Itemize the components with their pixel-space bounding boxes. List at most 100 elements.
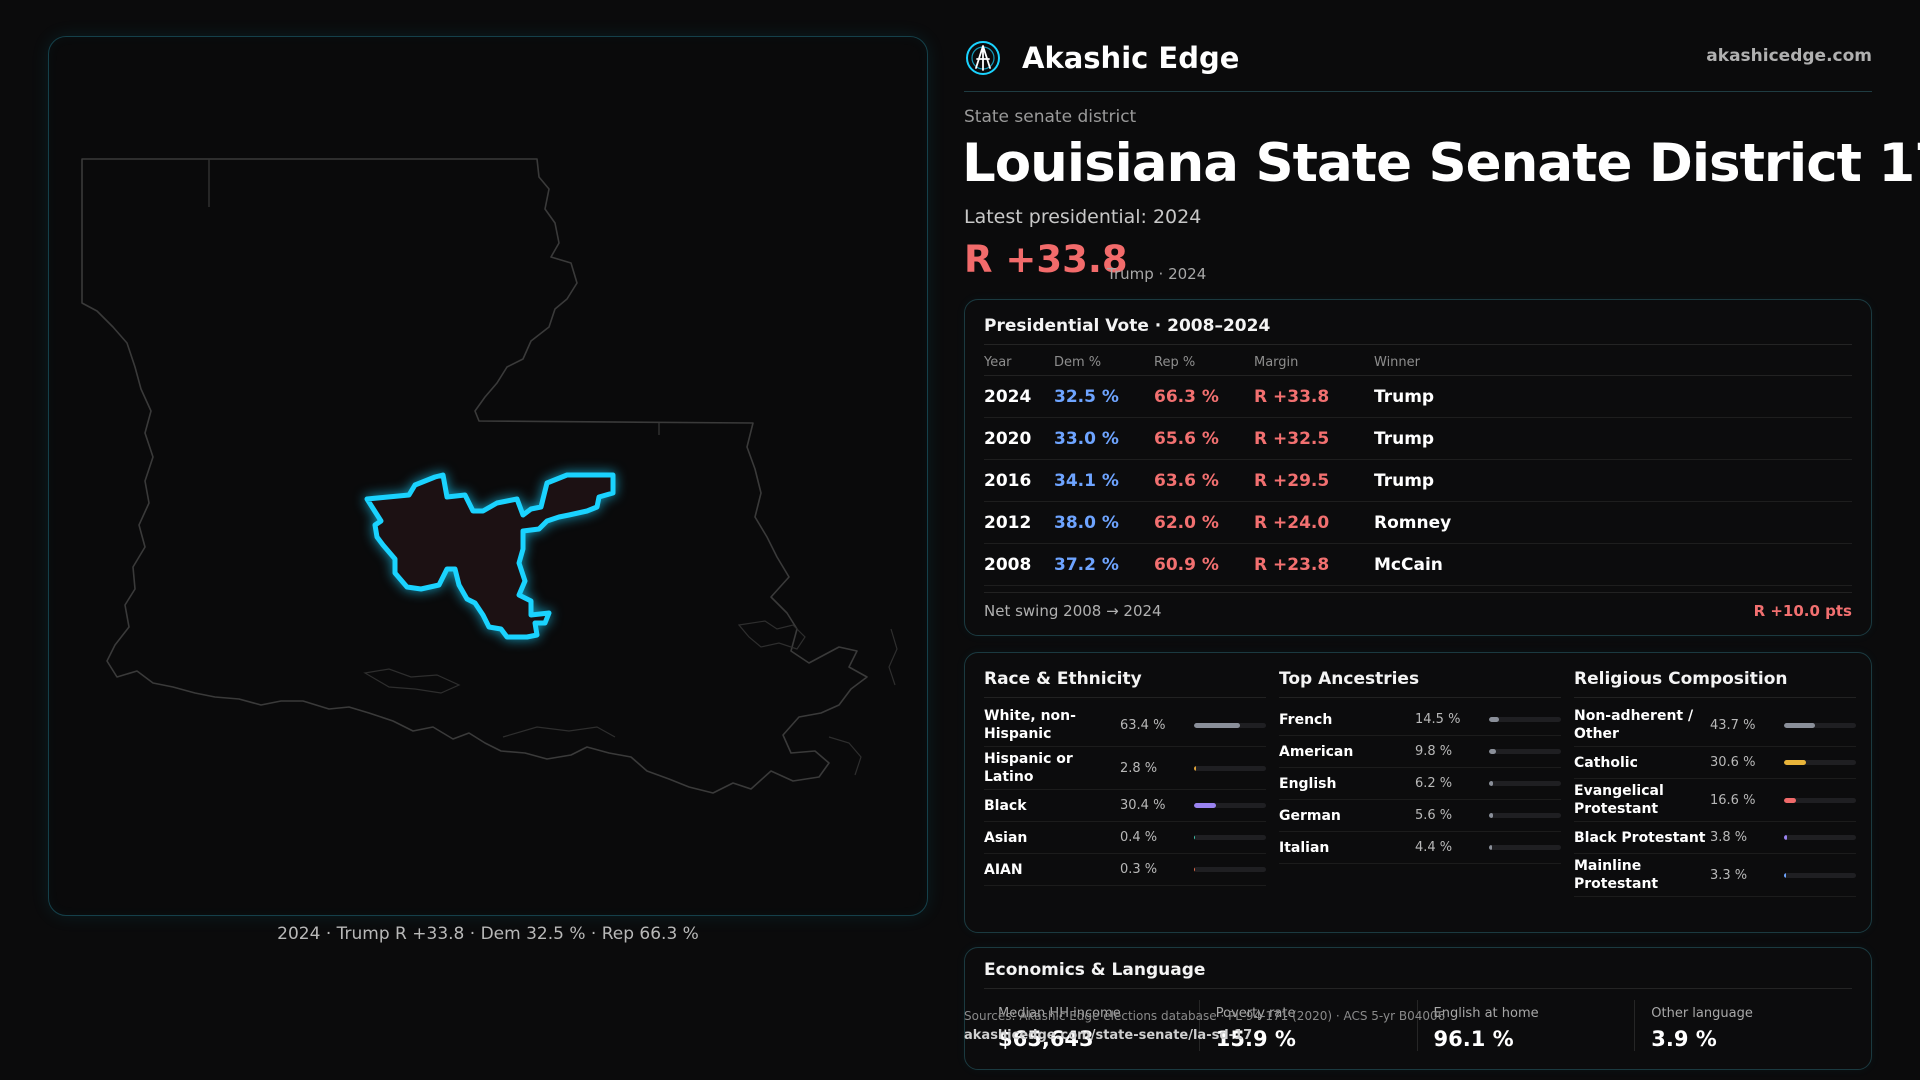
item-label: Catholic — [1574, 754, 1638, 771]
item-percent: 4.4 % — [1415, 840, 1453, 855]
net-swing-label: Net swing 2008 → 2024 — [984, 601, 1162, 620]
progress-bar — [1489, 781, 1561, 786]
divider — [984, 697, 1266, 698]
latest-margin: R +33.8 — [964, 238, 1128, 281]
item-label: AIAN — [984, 861, 1023, 878]
list-item: English 6.2 % — [1279, 768, 1561, 800]
economics-language-card: Economics & Language Median HH income $6… — [964, 947, 1872, 1070]
progress-bar — [1194, 867, 1266, 872]
progress-bar — [1194, 835, 1266, 840]
progress-bar — [1489, 717, 1561, 722]
stat-poverty-rate: Poverty rate 15.9 % — [1198, 1000, 1417, 1051]
progress-fill — [1194, 722, 1240, 728]
progress-fill — [1194, 803, 1216, 808]
district-map-panel[interactable] — [48, 36, 928, 916]
column-header-winner[interactable]: Winner — [1374, 355, 1421, 370]
list-item: French 14.5 % — [1279, 704, 1561, 736]
source-url-link[interactable]: akashicedge.com/state-senate/la-sd-17 — [964, 1028, 1253, 1043]
column-header-dem[interactable]: Dem % — [1054, 355, 1102, 370]
item-percent: 14.5 % — [1415, 712, 1461, 727]
progress-fill — [1489, 813, 1494, 818]
list-item: Italian 4.4 % — [1279, 832, 1561, 864]
card-title: Presidential Vote · 2008–2024 — [984, 316, 1271, 336]
progress-fill — [1194, 867, 1195, 872]
cell-dem: 34.1 % — [1054, 470, 1119, 491]
divider — [984, 344, 1852, 345]
progress-fill — [1489, 845, 1493, 850]
divider — [1574, 697, 1856, 698]
coastal-marsh-line — [888, 628, 898, 686]
progress-bar — [1784, 722, 1856, 728]
stat-median-income: Median HH income $65,643 — [984, 1000, 1199, 1051]
stat-label: English at home — [1433, 1006, 1539, 1021]
brand-name: Akashic Edge — [1022, 41, 1240, 75]
cell-margin: R +29.5 — [1254, 470, 1330, 491]
cell-margin: R +32.5 — [1254, 428, 1330, 449]
sources-footer: Sources: Akashic Edge elections database… — [964, 1006, 1445, 1046]
state-outline — [81, 158, 868, 794]
column-header-year[interactable]: Year — [984, 355, 1012, 370]
item-label: Mainline Protestant — [1574, 858, 1659, 892]
site-url-link[interactable]: akashicedge.com — [1706, 46, 1872, 66]
header-divider — [964, 91, 1872, 92]
religious-composition-section: Religious Composition Non-adherent / Oth… — [1574, 667, 1856, 897]
table-row[interactable]: 2008 37.2 % 60.9 % R +23.8 McCain — [984, 544, 1852, 586]
cell-dem: 38.0 % — [1054, 512, 1119, 533]
item-percent: 3.3 % — [1710, 867, 1748, 883]
item-label: Evangelical Protestant — [1574, 783, 1664, 817]
divider — [984, 988, 1852, 989]
cell-winner: Romney — [1374, 512, 1452, 533]
progress-fill — [1784, 835, 1787, 840]
stat-value: 15.9 % — [1215, 1027, 1296, 1051]
item-percent: 16.6 % — [1710, 792, 1756, 808]
stat-value: 96.1 % — [1433, 1027, 1514, 1051]
progress-fill — [1784, 722, 1816, 728]
list-item: Asian 0.4 % — [984, 822, 1266, 854]
presidential-table: Year Dem % Rep % Margin Winner 2024 32.5… — [984, 350, 1852, 586]
cell-rep: 66.3 % — [1154, 386, 1219, 407]
list-item: Evangelical Protestant 16.6 % — [1574, 779, 1856, 822]
column-header-rep[interactable]: Rep % — [1154, 355, 1196, 370]
item-percent: 30.6 % — [1710, 755, 1756, 770]
section-title: Race & Ethnicity — [984, 669, 1142, 689]
item-percent: 2.8 % — [1120, 760, 1158, 776]
cell-rep: 65.6 % — [1154, 428, 1219, 449]
list-item: American 9.8 % — [1279, 736, 1561, 768]
progress-fill — [1489, 717, 1500, 722]
map-caption: 2024 · Trump R +33.8 · Dem 32.5 % · Rep … — [277, 924, 699, 944]
progress-fill — [1784, 797, 1796, 803]
section-title: Top Ancestries — [1279, 669, 1420, 689]
item-label: Black Protestant — [1574, 829, 1706, 846]
table-row[interactable]: 2012 38.0 % 62.0 % R +24.0 Romney — [984, 502, 1852, 544]
cell-year: 2012 — [984, 512, 1032, 533]
district-17-shape[interactable] — [364, 472, 616, 640]
progress-fill — [1194, 835, 1195, 840]
table-row[interactable]: 2024 32.5 % 66.3 % R +33.8 Trump — [984, 376, 1852, 418]
item-label: White, non-Hispanic — [984, 708, 1076, 742]
net-swing-row: Net swing 2008 → 2024 R +10.0 pts — [984, 592, 1852, 622]
cell-dem: 33.0 % — [1054, 428, 1119, 449]
brand[interactable]: Akashic Edge — [964, 38, 1239, 78]
list-item: White, non-Hispanic 63.4 % — [984, 704, 1266, 747]
cell-winner: Trump — [1374, 470, 1435, 491]
item-label: American — [1279, 743, 1354, 760]
cell-margin: R +23.8 — [1254, 554, 1330, 575]
cell-rep: 63.6 % — [1154, 470, 1219, 491]
item-label: German — [1279, 807, 1341, 824]
table-row[interactable]: 2016 34.1 % 63.6 % R +29.5 Trump — [984, 460, 1852, 502]
top-ancestries-section: Top Ancestries French 14.5 % American 9.8 … — [1279, 667, 1561, 864]
item-label: Italian — [1279, 839, 1330, 856]
demographics-card: Race & Ethnicity White, non-Hispanic 63.4… — [964, 652, 1872, 933]
district-kind: State senate district — [964, 107, 1137, 127]
column-header-margin[interactable]: Margin — [1254, 355, 1299, 370]
progress-bar — [1194, 722, 1266, 728]
cell-year: 2008 — [984, 554, 1032, 575]
table-row[interactable]: 2020 33.0 % 65.6 % R +32.5 Trump — [984, 418, 1852, 460]
coastal-marsh-line — [828, 736, 862, 776]
louisiana-map — [81, 158, 898, 794]
stat-label: Median HH income — [998, 1006, 1121, 1021]
progress-bar — [1194, 765, 1266, 771]
progress-fill — [1489, 781, 1494, 786]
cell-year: 2016 — [984, 470, 1032, 491]
presidential-vote-card: Presidential Vote · 2008–2024 Year Dem %… — [964, 299, 1872, 636]
